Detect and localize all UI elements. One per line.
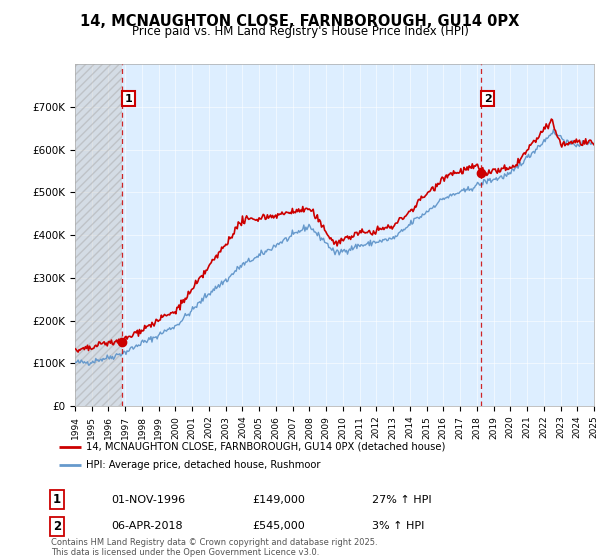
Text: 14, MCNAUGHTON CLOSE, FARNBOROUGH, GU14 0PX (detached house): 14, MCNAUGHTON CLOSE, FARNBOROUGH, GU14 …	[86, 442, 445, 452]
Text: 06-APR-2018: 06-APR-2018	[111, 521, 182, 531]
Text: Contains HM Land Registry data © Crown copyright and database right 2025.
This d: Contains HM Land Registry data © Crown c…	[51, 538, 377, 557]
Text: 1: 1	[53, 493, 61, 506]
Text: Price paid vs. HM Land Registry's House Price Index (HPI): Price paid vs. HM Land Registry's House …	[131, 25, 469, 38]
Text: 1: 1	[125, 94, 133, 104]
Text: £149,000: £149,000	[252, 494, 305, 505]
Text: 14, MCNAUGHTON CLOSE, FARNBOROUGH, GU14 0PX: 14, MCNAUGHTON CLOSE, FARNBOROUGH, GU14 …	[80, 14, 520, 29]
Text: 2: 2	[53, 520, 61, 533]
Text: £545,000: £545,000	[252, 521, 305, 531]
Text: 01-NOV-1996: 01-NOV-1996	[111, 494, 185, 505]
Text: HPI: Average price, detached house, Rushmoor: HPI: Average price, detached house, Rush…	[86, 460, 320, 470]
Text: 2: 2	[484, 94, 491, 104]
Text: 27% ↑ HPI: 27% ↑ HPI	[372, 494, 431, 505]
Text: 3% ↑ HPI: 3% ↑ HPI	[372, 521, 424, 531]
Bar	[75, 64, 122, 406]
